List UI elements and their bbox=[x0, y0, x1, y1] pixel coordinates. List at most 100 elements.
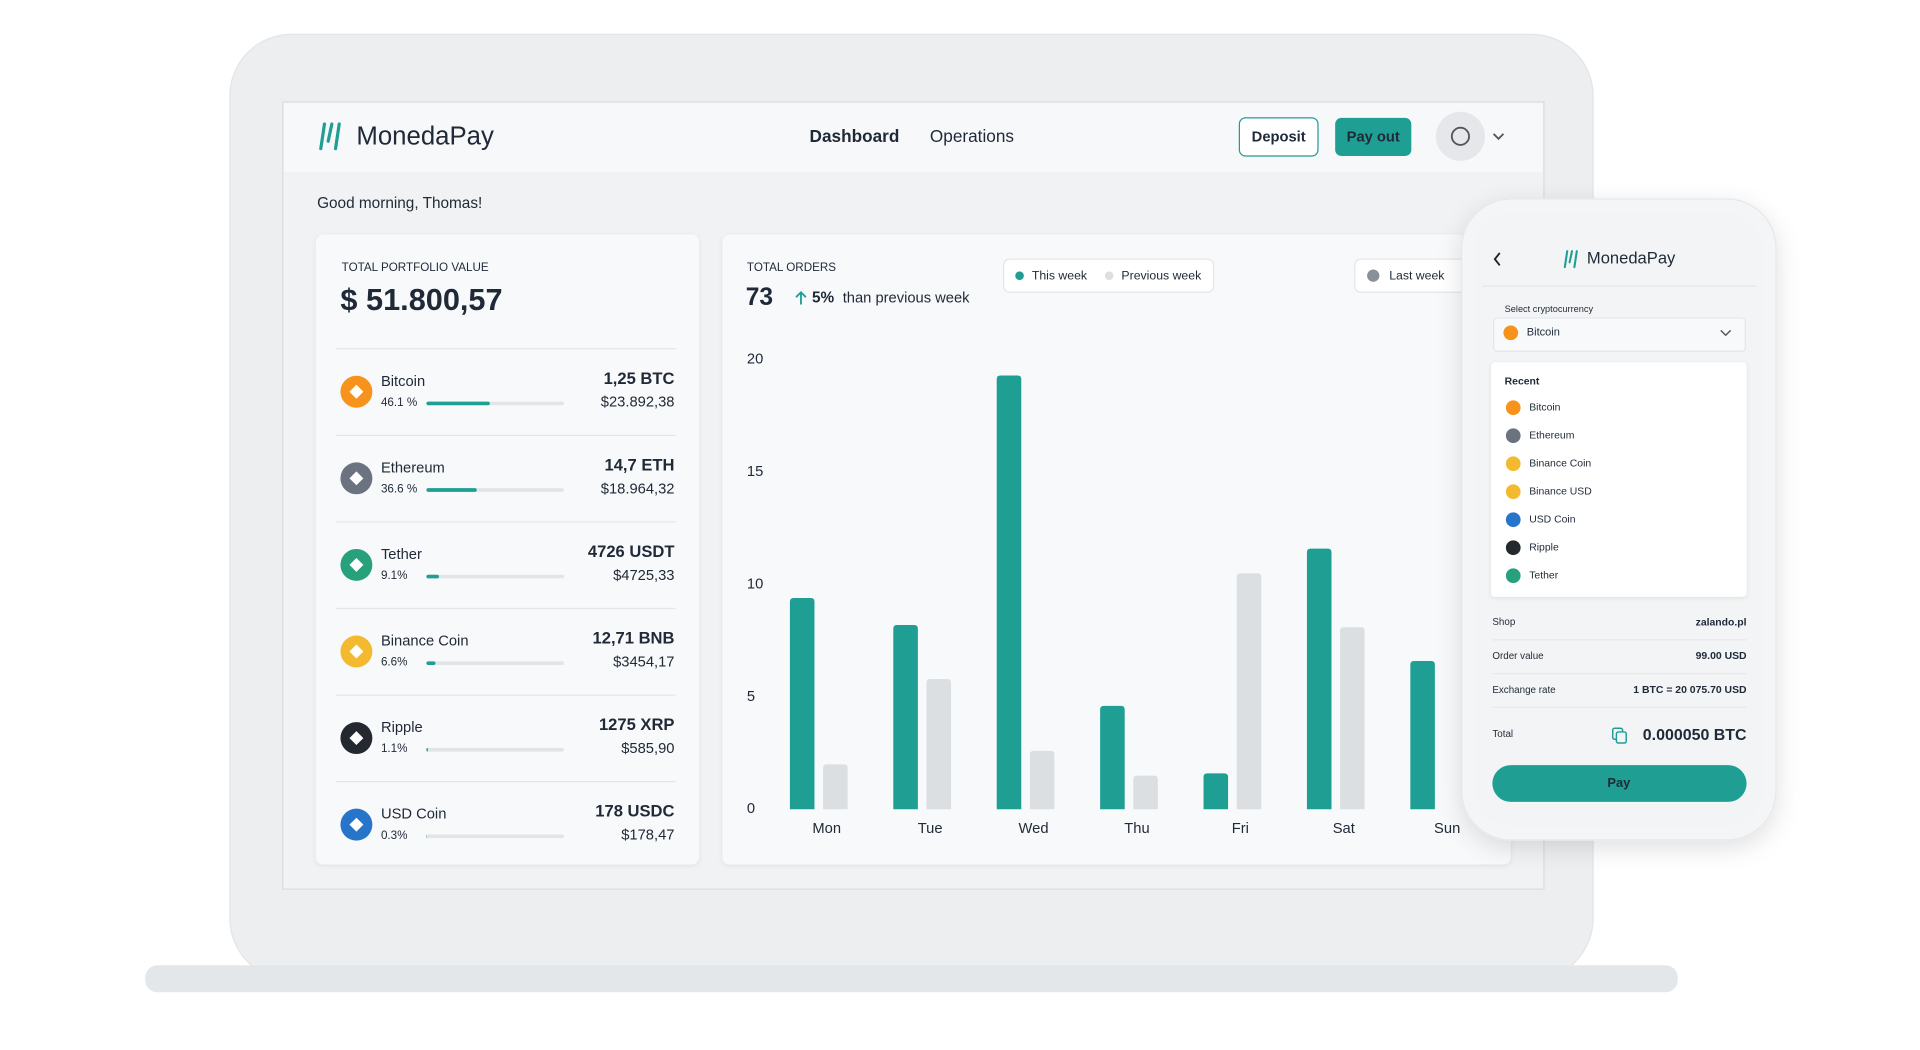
chevron bbox=[1720, 329, 1732, 337]
asset-usd: $3454,17 bbox=[613, 654, 674, 670]
greeting: Good morning, Thomas! bbox=[317, 195, 482, 212]
coin-icon[interactable] bbox=[1505, 484, 1521, 500]
copy-icon[interactable] bbox=[1615, 731, 1627, 744]
coin-glyph bbox=[349, 731, 364, 746]
dropdown-item[interactable]: Binance Coin bbox=[1529, 458, 1591, 469]
asset-share: 6.6% bbox=[381, 656, 408, 669]
period-label[interactable]: Last week bbox=[1389, 269, 1445, 283]
bar bbox=[1133, 775, 1158, 810]
logo-bar bbox=[1568, 250, 1574, 264]
bar bbox=[1340, 627, 1365, 810]
dropdown-item[interactable]: Ethereum bbox=[1529, 430, 1574, 441]
asset-usd: $178,47 bbox=[621, 828, 674, 844]
pay-label[interactable]: Pay bbox=[1607, 775, 1631, 790]
coin-glyph bbox=[349, 557, 364, 572]
nav-item[interactable]: Operations bbox=[930, 126, 1014, 146]
bar bbox=[1100, 705, 1125, 810]
asset-amount: 1275 XRP bbox=[599, 715, 675, 734]
share-bar bbox=[426, 574, 439, 579]
asset-usd: $18.964,32 bbox=[601, 481, 675, 497]
dropdown-item[interactable]: Ripple bbox=[1529, 542, 1559, 553]
detail-value: zalando.pl bbox=[1696, 617, 1747, 628]
coin-icon[interactable] bbox=[1505, 400, 1521, 416]
chevron[interactable] bbox=[1492, 133, 1505, 141]
card-label: TOTAL PORTFOLIO VALUE bbox=[342, 261, 489, 274]
asset-amount: 12,71 BNB bbox=[593, 629, 675, 648]
select-label: Select cryptocurrency bbox=[1505, 304, 1594, 314]
legend-label[interactable]: Previous week bbox=[1121, 269, 1202, 283]
dropdown-item[interactable]: Binance USD bbox=[1529, 486, 1592, 497]
nav-item[interactable]: Dashboard bbox=[810, 126, 900, 146]
clock-icon bbox=[1367, 269, 1380, 282]
portfolio-card bbox=[315, 234, 700, 865]
phone-logo: MonedaPay bbox=[1587, 248, 1676, 267]
asset-amount: 4726 USDT bbox=[588, 542, 675, 561]
up-arrow bbox=[795, 290, 807, 305]
bar bbox=[996, 375, 1022, 810]
change: 5% bbox=[812, 289, 835, 306]
asset-name: Binance Coin bbox=[381, 634, 469, 650]
share-bar bbox=[426, 661, 436, 665]
bar bbox=[789, 598, 815, 810]
asset-name: Ethereum bbox=[381, 460, 445, 476]
dropdown-heading: Recent bbox=[1505, 377, 1540, 388]
coin-icon[interactable] bbox=[1505, 428, 1521, 444]
laptop-base bbox=[145, 965, 1678, 993]
select-value: Bitcoin bbox=[1527, 327, 1560, 339]
coin-glyph bbox=[349, 817, 364, 832]
x-tick-label: Sat bbox=[1333, 821, 1355, 837]
share-bar bbox=[426, 401, 490, 406]
logo-bar bbox=[333, 122, 341, 151]
pay-button[interactable] bbox=[1492, 765, 1747, 802]
chart-title: TOTAL ORDERS bbox=[747, 261, 836, 274]
x-tick-label: Fri bbox=[1232, 821, 1249, 837]
legend-label[interactable]: This week bbox=[1032, 269, 1088, 283]
legend-swatch[interactable] bbox=[1104, 271, 1114, 280]
button-label[interactable]: Pay out bbox=[1347, 129, 1400, 145]
content: MonedaPay Dashboard Operations Deposit Pay o… bbox=[317, 111, 1777, 844]
asset-usd: $4725,33 bbox=[613, 568, 674, 584]
dropdown-item[interactable]: USD Coin bbox=[1529, 514, 1576, 525]
bar bbox=[1203, 773, 1229, 810]
x-tick-label: Tue bbox=[918, 821, 943, 837]
bar bbox=[823, 764, 848, 810]
coin-icon[interactable] bbox=[1505, 568, 1521, 584]
asset-usd: $585,90 bbox=[621, 741, 674, 757]
app-header bbox=[283, 103, 1543, 172]
button-label[interactable]: Deposit bbox=[1252, 129, 1306, 145]
legend-swatch[interactable] bbox=[1015, 271, 1024, 280]
bar bbox=[893, 625, 918, 810]
select-box[interactable] bbox=[1492, 317, 1746, 352]
back-icon[interactable] bbox=[1493, 252, 1501, 266]
chart-total: 73 bbox=[746, 284, 773, 311]
asset-name: USD Coin bbox=[381, 807, 446, 823]
logo-bar bbox=[326, 122, 334, 143]
dropdown-item[interactable]: Tether bbox=[1529, 570, 1558, 581]
bar bbox=[1236, 573, 1262, 810]
coin-icon[interactable] bbox=[1505, 540, 1521, 556]
dropdown-item[interactable]: Bitcoin bbox=[1529, 402, 1560, 413]
y-tick-label: 10 bbox=[747, 576, 763, 592]
bar bbox=[926, 678, 952, 810]
coin-icon[interactable] bbox=[1505, 456, 1521, 472]
y-tick-label: 0 bbox=[747, 801, 755, 817]
asset-name: Ripple bbox=[381, 720, 423, 736]
logo-bar bbox=[1573, 250, 1578, 269]
coin-glyph bbox=[349, 644, 364, 659]
coin-icon[interactable] bbox=[1505, 512, 1521, 528]
logo-bar bbox=[1563, 250, 1569, 269]
asset-share: 0.3% bbox=[381, 829, 408, 842]
coin-icon bbox=[1503, 325, 1519, 341]
payout-button[interactable] bbox=[1335, 117, 1412, 156]
dropdown bbox=[1491, 362, 1747, 597]
share-bar bbox=[426, 747, 428, 752]
change-text: than previous week bbox=[843, 290, 970, 306]
x-tick-label: Thu bbox=[1124, 821, 1149, 837]
deposit-button[interactable] bbox=[1238, 117, 1319, 157]
avatar[interactable] bbox=[1435, 111, 1485, 161]
detail-label: Exchange rate bbox=[1492, 685, 1556, 696]
detail-value: 99.00 USD bbox=[1696, 651, 1747, 662]
detail-label: Order value bbox=[1492, 651, 1544, 662]
y-tick-label: 15 bbox=[747, 464, 763, 480]
bar bbox=[1306, 548, 1332, 810]
